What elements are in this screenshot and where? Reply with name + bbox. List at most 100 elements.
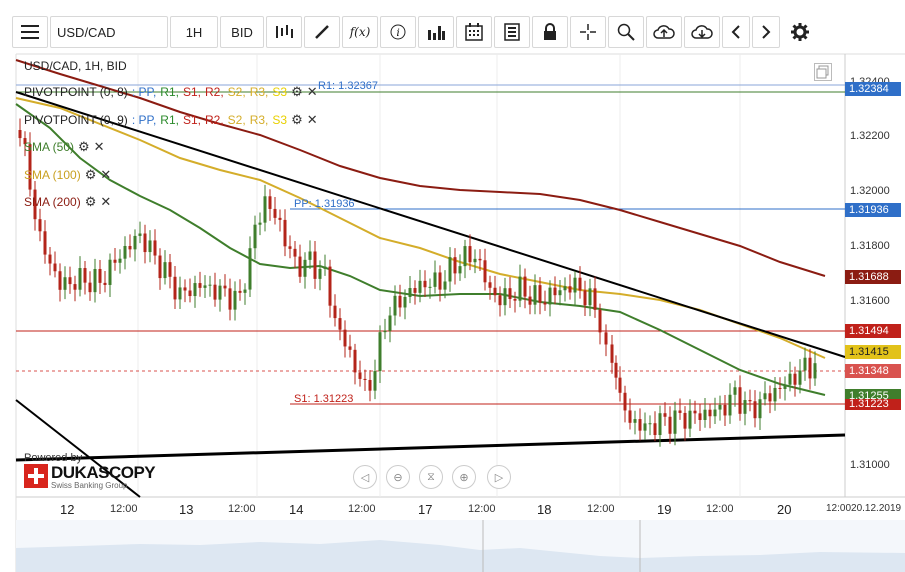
price-side-select[interactable]: BID [220, 16, 264, 48]
reset-view-icon[interactable]: ⧖ [419, 465, 443, 489]
candle-body [610, 344, 614, 363]
candle-body [128, 246, 132, 250]
upper-trendline [15, 91, 846, 358]
candle-body [213, 284, 217, 300]
candle-body [533, 285, 537, 305]
sma100-close-icon[interactable]: ✕ [100, 167, 112, 182]
candle-body [283, 219, 287, 247]
price-tag-s1: 1.31223 [845, 399, 901, 410]
candle-body [378, 332, 382, 372]
chart-type-icon[interactable] [266, 16, 302, 48]
x-date-label: 12:0020.12.2019 [826, 503, 902, 514]
candle-body [313, 251, 317, 279]
candle-body [68, 277, 72, 285]
candle-body [38, 219, 42, 232]
settings-gear-icon[interactable] [782, 16, 818, 48]
dukascopy-logo-icon [24, 464, 48, 488]
scroll-left-icon[interactable] [722, 16, 750, 48]
lock-icon[interactable] [532, 16, 568, 48]
indicators-icon[interactable]: f(x) [342, 16, 378, 48]
candle-body [758, 399, 762, 419]
news-icon[interactable] [494, 16, 530, 48]
pivot2-close-icon[interactable]: ✕ [306, 112, 318, 127]
info-icon[interactable]: i [380, 16, 416, 48]
candle-body [393, 295, 397, 316]
pivot1-name: PIVOTPOINT (0, 8) [24, 85, 128, 99]
candle-body [178, 287, 182, 300]
sma50-label: SMA (50) [24, 140, 75, 154]
candle-body [503, 288, 507, 306]
candle-body [513, 299, 517, 301]
calendar-icon[interactable] [456, 16, 492, 48]
pivot2-settings-icon[interactable]: ⚙ [291, 112, 303, 127]
candle-body [198, 283, 202, 288]
pivot2-r2: R2, [204, 113, 224, 127]
candle-body [373, 371, 377, 391]
volume-icon[interactable] [418, 16, 454, 48]
candle-body [168, 262, 172, 277]
zoom-in-icon[interactable]: ⊕ [452, 465, 476, 489]
y-tick: 1.32000 [850, 185, 890, 197]
candle-body [663, 413, 667, 417]
cloud-upload-icon[interactable] [646, 16, 682, 48]
chart-toolbar: USD/CAD 1H BID f(x) i [12, 14, 905, 50]
sma100-settings-icon[interactable]: ⚙ [84, 167, 97, 182]
candle-body [578, 277, 582, 291]
lower-trendline [15, 433, 846, 462]
timeframe-select[interactable]: 1H [170, 16, 218, 48]
symbol-input[interactable]: USD/CAD [50, 16, 168, 48]
zoom-icon[interactable] [608, 16, 644, 48]
menu-icon[interactable] [12, 16, 48, 48]
candle-body [743, 400, 747, 414]
sma50-line [15, 103, 826, 396]
candle-body [653, 423, 657, 436]
crosshair-icon[interactable] [570, 16, 606, 48]
pivot2-r1: R1, [160, 113, 179, 127]
candle-body [218, 285, 222, 300]
candle-body [728, 394, 732, 416]
sma200-settings-icon[interactable]: ⚙ [84, 194, 97, 209]
x-day: 20 [777, 502, 792, 517]
candle-body [238, 290, 242, 293]
navigator-panel[interactable] [16, 520, 905, 572]
sma50-close-icon[interactable]: ✕ [93, 139, 105, 154]
candle-body [738, 387, 742, 414]
sma50-settings-icon[interactable]: ⚙ [78, 139, 90, 154]
candle-body [18, 130, 22, 139]
x-day: 14 [289, 502, 304, 517]
candle-body [808, 357, 812, 379]
pivot1-s3: S3 [272, 85, 288, 99]
candle-body [488, 282, 492, 288]
cloud-download-icon[interactable] [684, 16, 720, 48]
nav-prev-icon[interactable]: ◁ [353, 465, 377, 489]
legend-pivot2: PIVOTPOINT (0, 9) : PP, R1, S1, R2, S2, … [24, 112, 318, 128]
candle-body [678, 410, 682, 413]
scroll-right-icon[interactable] [752, 16, 780, 48]
candle-body [363, 378, 367, 380]
x-day: 17 [418, 502, 433, 517]
draw-icon[interactable] [304, 16, 340, 48]
candle-body [428, 286, 432, 288]
pivot1-r3: R3, [249, 85, 269, 99]
pivot1-r2: R2, [204, 85, 224, 99]
pivot2-name: PIVOTPOINT (0, 9) [24, 113, 128, 127]
pivot1-settings-icon[interactable]: ⚙ [291, 84, 303, 99]
candle-body [773, 387, 777, 402]
candle-body [423, 280, 427, 288]
candle-body [413, 288, 417, 293]
candles-group [18, 118, 817, 447]
candle-body [753, 401, 757, 419]
nav-next-icon[interactable]: ▷ [487, 465, 511, 489]
candle-body [498, 295, 502, 306]
x-time: 12:00 [706, 503, 734, 515]
candle-body [768, 393, 772, 402]
popout-icon[interactable] [814, 63, 832, 81]
zoom-out-icon[interactable]: ⊖ [386, 465, 410, 489]
sma200-close-icon[interactable]: ✕ [100, 194, 112, 209]
candle-body [718, 404, 722, 410]
pivot1-close-icon[interactable]: ✕ [306, 84, 318, 99]
candle-body [713, 409, 717, 417]
legend-title: USD/CAD, 1H, BID [24, 59, 127, 73]
pivot2-s3: S3 [272, 113, 288, 127]
candle-body [148, 240, 152, 253]
